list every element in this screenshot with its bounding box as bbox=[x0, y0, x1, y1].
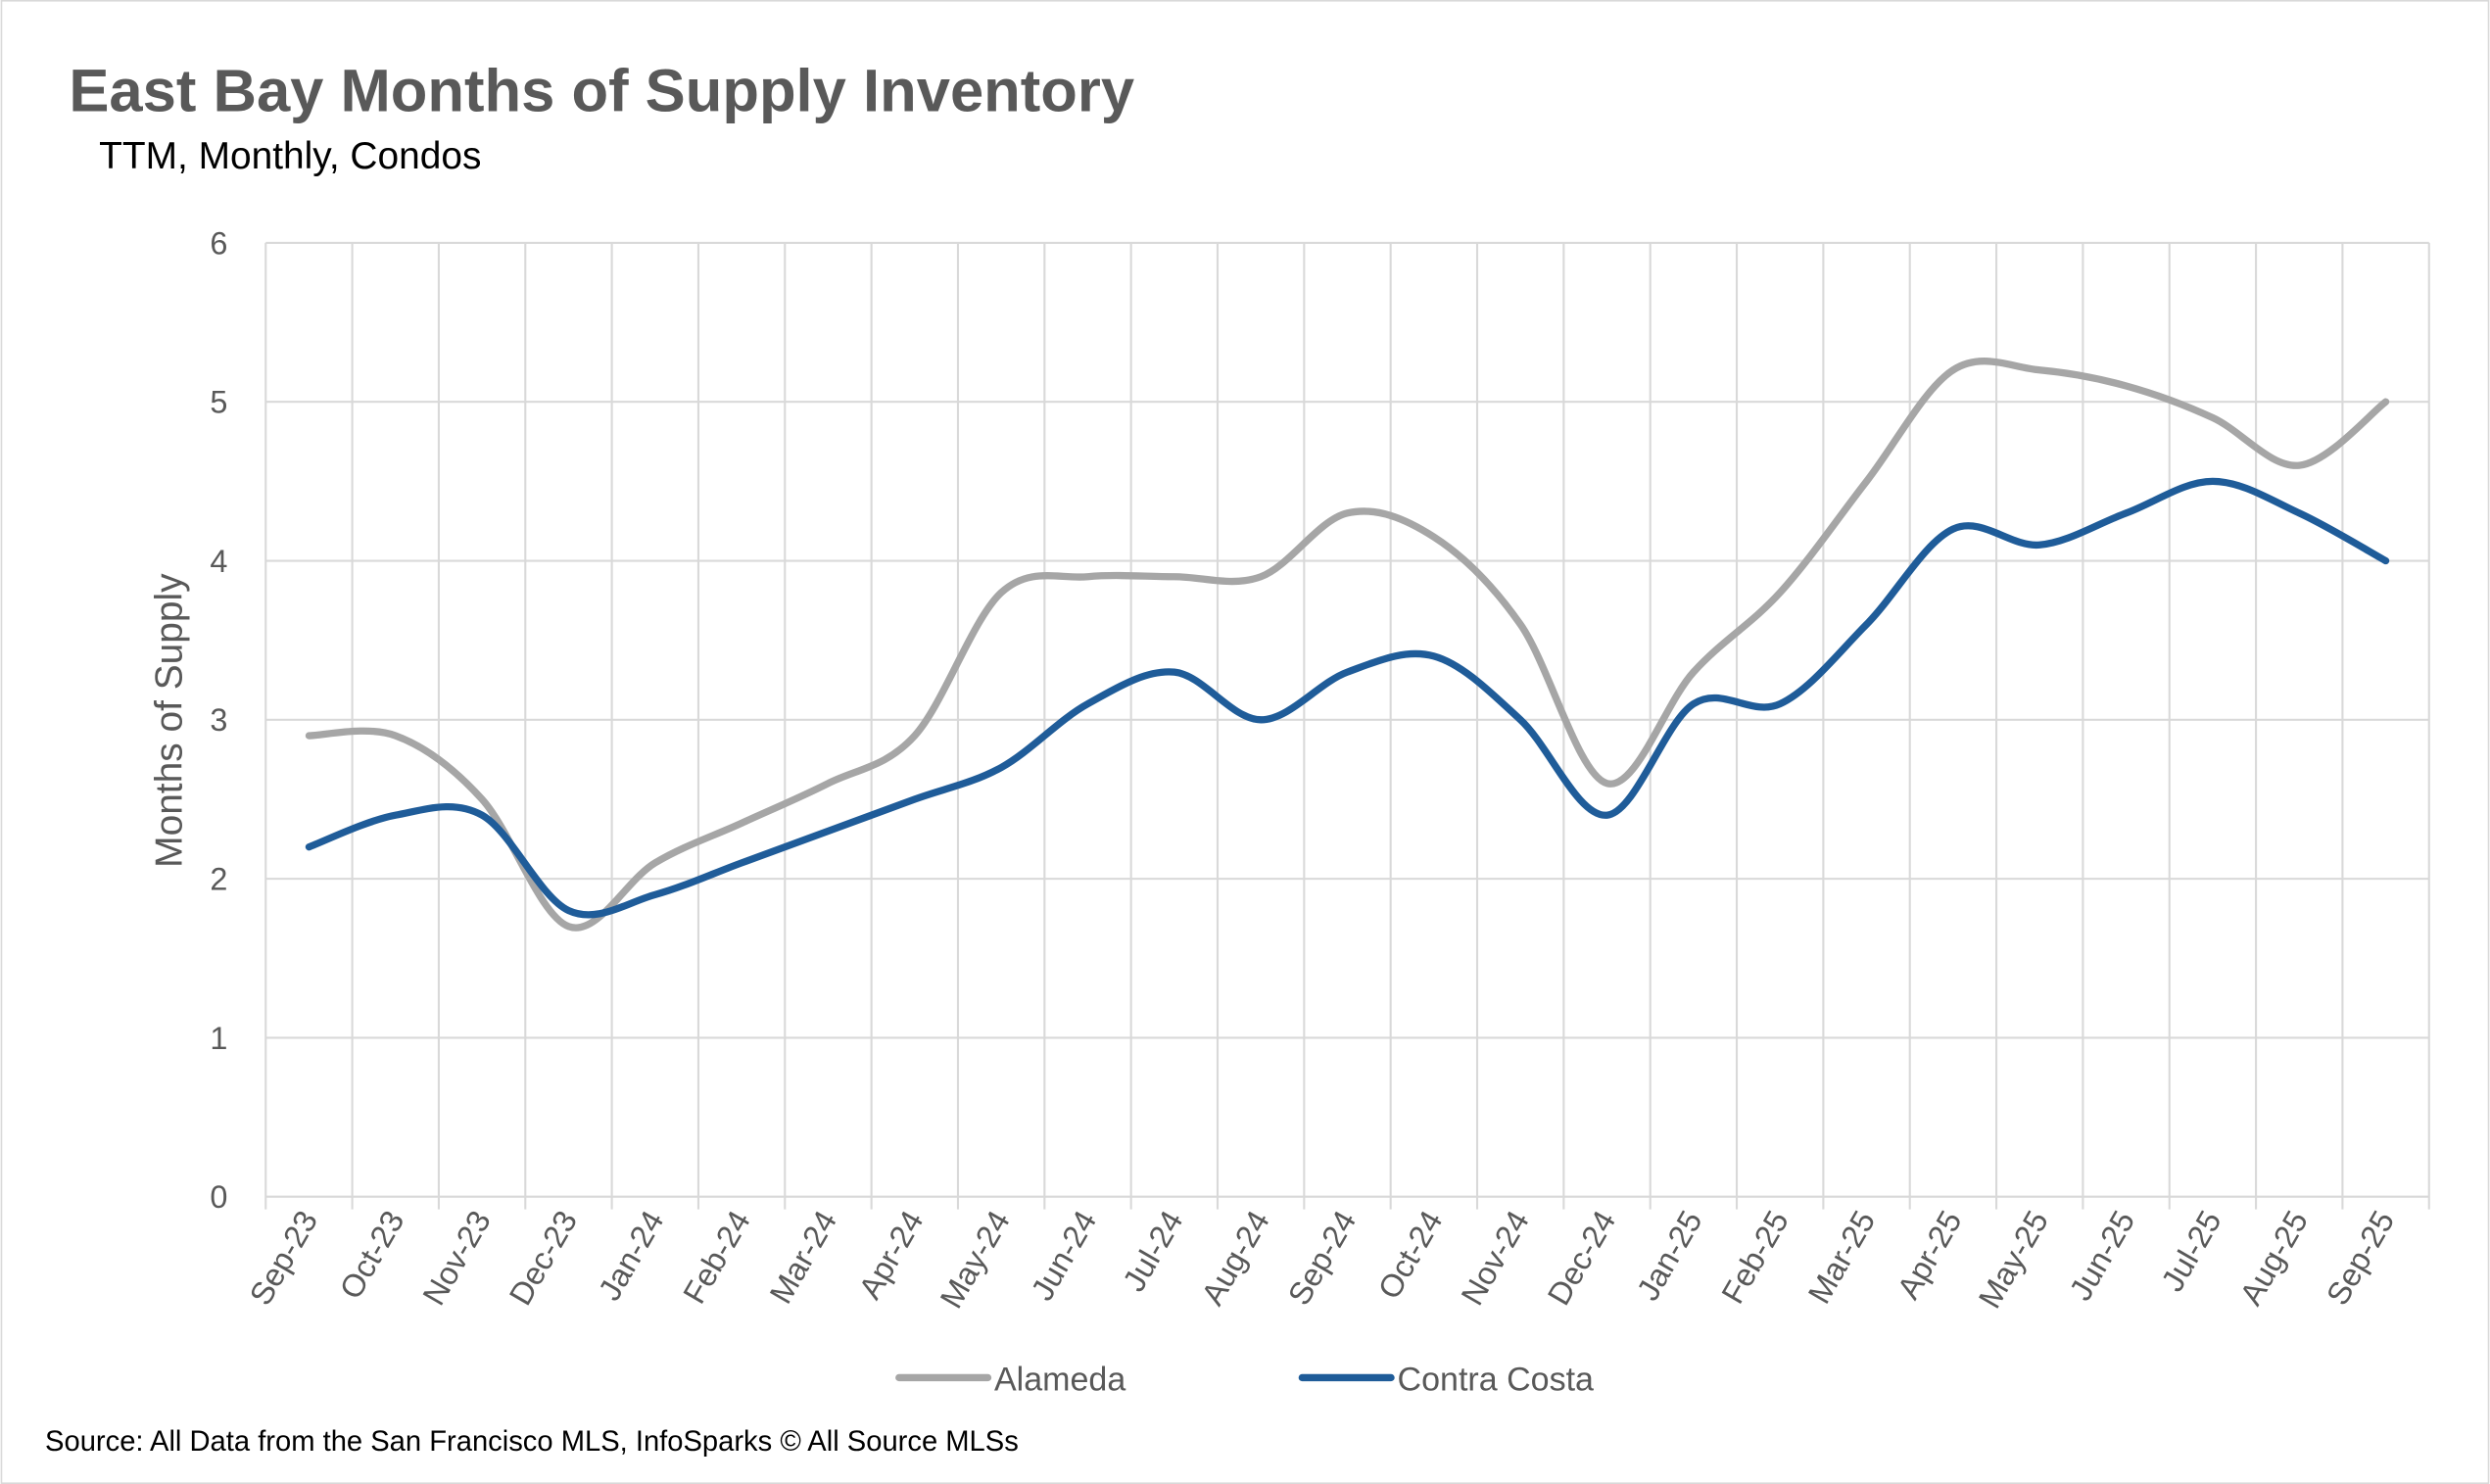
y-tick-label: 4 bbox=[210, 544, 227, 579]
series-line-alameda bbox=[305, 358, 2390, 932]
y-tick-label: 1 bbox=[210, 1021, 227, 1056]
legend-label: Alameda bbox=[994, 1361, 1125, 1398]
y-tick-label: 3 bbox=[210, 702, 227, 738]
series-line-contra-costa bbox=[305, 477, 2390, 919]
y-tick-label: 2 bbox=[210, 861, 227, 896]
chart-subtitle: TTM, Monthly, Condos bbox=[99, 135, 481, 177]
source-note: Source: All Data from the San Francisco … bbox=[45, 1426, 1019, 1458]
chart-title: East Bay Months of Supply Inventory bbox=[69, 57, 1134, 124]
y-tick-label: 0 bbox=[210, 1179, 227, 1215]
y-axis-label: Months of Supply bbox=[148, 573, 190, 868]
y-tick-label: 5 bbox=[210, 385, 227, 420]
y-tick-label: 6 bbox=[210, 225, 227, 261]
legend-label: Contra Costa bbox=[1398, 1361, 1594, 1398]
